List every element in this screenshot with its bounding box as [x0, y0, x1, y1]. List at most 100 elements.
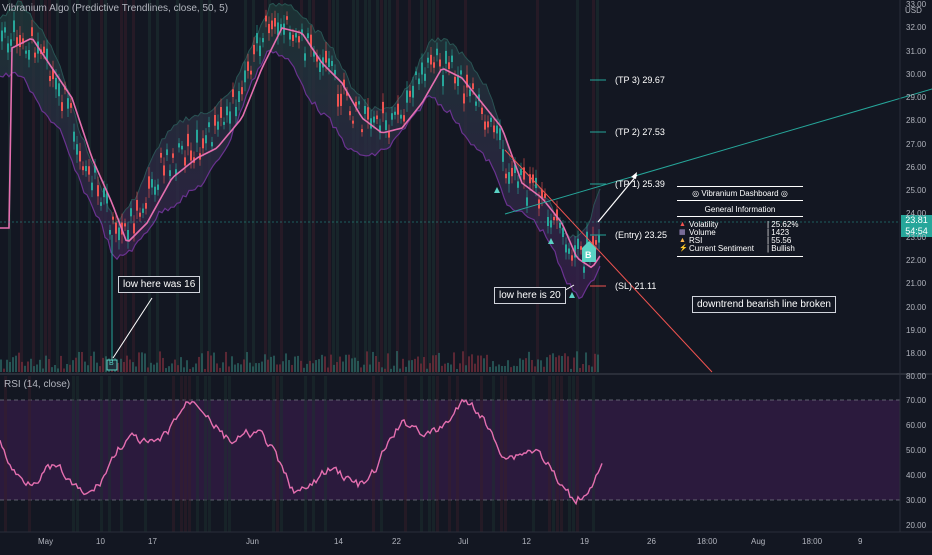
volume-bar [69, 364, 71, 372]
chart-icon: ▦ [679, 229, 686, 236]
volume-bar [174, 359, 176, 372]
volume-bar [0, 359, 2, 372]
volume-bar [204, 368, 206, 372]
volume-bar [336, 362, 338, 372]
price-tick: 33.00 [906, 0, 927, 9]
volume-bar [123, 361, 125, 372]
triangle-icon [569, 292, 575, 298]
volume-bar [171, 363, 173, 372]
volume-bar [159, 351, 161, 372]
arrow-low16 [112, 297, 153, 359]
row-key: Volume [689, 228, 716, 237]
volume-bar [288, 360, 290, 372]
price-tick: 22.00 [906, 256, 927, 265]
volume-bar [450, 364, 452, 372]
volume-bar [87, 365, 89, 372]
buy-badge-icon [582, 241, 596, 262]
volume-bar [105, 356, 107, 372]
volume-bar [39, 359, 41, 372]
price-tick: 30.00 [906, 70, 927, 79]
volume-bar [81, 351, 83, 372]
time-tick: 17 [148, 537, 157, 546]
volume-bar [576, 351, 578, 372]
annotation-low16[interactable]: low here was 16 [118, 276, 201, 293]
volume-bar [534, 366, 536, 372]
volume-bar [474, 363, 476, 372]
volume-bar [372, 351, 374, 372]
volume-bar [228, 366, 230, 372]
volume-bar [18, 352, 20, 372]
tp2-label: (TP 2) 27.53 [615, 127, 665, 137]
uptrend-projection-line [504, 88, 932, 215]
low-marker-label: B [109, 360, 114, 367]
volume-bar [492, 361, 494, 372]
time-tick: 12 [522, 537, 531, 546]
rsi-tick: 40.00 [906, 471, 927, 480]
volume-bar [408, 360, 410, 372]
volume-bar [177, 365, 179, 372]
volume-bar [522, 359, 524, 372]
price-tick: 18.00 [906, 349, 927, 358]
volume-bar [192, 367, 194, 372]
volume-bar [597, 354, 599, 372]
volume-bar [432, 355, 434, 372]
volume-bar [36, 364, 38, 372]
volume-bar [549, 354, 551, 372]
volume-bar [249, 362, 251, 372]
volume-bar [429, 363, 431, 372]
volume-bar [354, 357, 356, 372]
indicator-title[interactable]: Vibranium Algo (Predictive Trendlines, c… [2, 3, 228, 14]
volume-bar [348, 354, 350, 372]
volume-bar [102, 357, 104, 372]
volume-bar [318, 359, 320, 372]
downtrend-line [504, 149, 713, 373]
sl-label: (SL) 21.11 [615, 281, 657, 291]
volume-bar [78, 351, 80, 372]
volume-bar [468, 356, 470, 372]
volume-bar [75, 357, 77, 372]
rsi-tick: 20.00 [906, 521, 927, 530]
volume-bar [324, 356, 326, 372]
volume-bar [435, 355, 437, 372]
volume-bar [264, 354, 266, 372]
volume-bar [540, 360, 542, 372]
volume-bar [525, 358, 527, 372]
time-tick: 26 [647, 537, 656, 546]
row-value: | 1423 [767, 228, 790, 237]
price-band-fill [0, 1, 600, 299]
moving-average-line [0, 27, 601, 269]
time-tick: 22 [392, 537, 401, 546]
volume-bar [51, 367, 53, 372]
time-tick: 19 [580, 537, 589, 546]
price-tick: 23.00 [906, 233, 927, 242]
annotation-downtrend[interactable]: downtrend bearish line broken [692, 296, 836, 313]
volume-bar [480, 355, 482, 372]
volume-bar [24, 365, 26, 372]
rsi-title[interactable]: RSI (14, close) [4, 379, 70, 390]
volume-bar [411, 360, 413, 372]
dashboard-row: ⚡ Current Sentiment | Bullish [677, 245, 803, 253]
volume-bar [132, 362, 134, 372]
volume-bar [6, 359, 8, 372]
price-tick: 21.00 [906, 279, 927, 288]
volume-bar [282, 361, 284, 372]
volume-bar [237, 363, 239, 372]
price-tick: 25.00 [906, 186, 927, 195]
annotation-low20[interactable]: low here is 20 [494, 287, 566, 304]
volume-bar [417, 356, 419, 372]
volume-bar [438, 352, 440, 372]
volume-bar [99, 366, 101, 372]
volume-bar [27, 361, 29, 372]
price-tick: 29.00 [906, 93, 927, 102]
volume-bar [405, 366, 407, 372]
row-value: | 55.56 [767, 236, 792, 245]
volume-bar [390, 368, 392, 372]
volume-bar [582, 363, 584, 372]
volume-bar [15, 355, 17, 372]
low-badge-icon [106, 359, 118, 371]
bolt-icon: ⚡ [679, 245, 688, 252]
row-key: Volatility [689, 220, 719, 229]
volume-bar [270, 356, 272, 372]
